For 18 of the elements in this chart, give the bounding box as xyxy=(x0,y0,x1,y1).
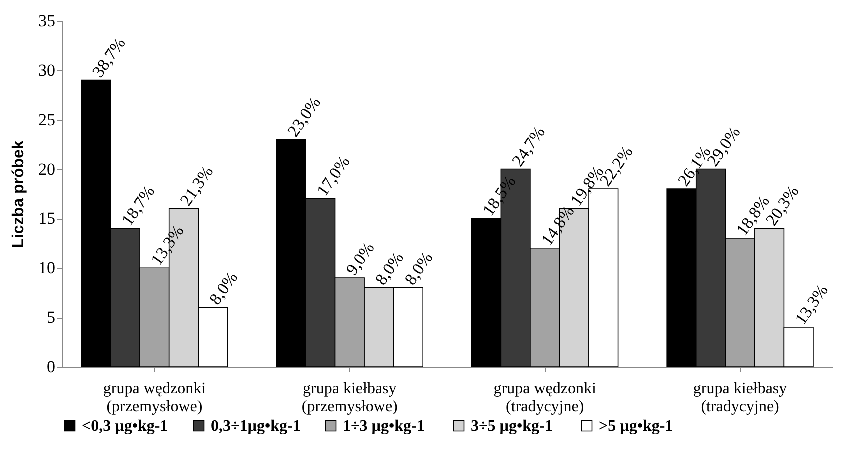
x-tick-label: grupa wędzonki (tradycyjne) xyxy=(494,380,597,416)
y-tick-label: 35 xyxy=(38,12,56,30)
y-axis-title: Liczba próbek xyxy=(10,140,28,248)
x-tick-label: grupa wędzonki (przemysłowe) xyxy=(103,380,207,416)
y-tick-label: 15 xyxy=(38,209,56,228)
legend-label: 1÷3 µg•kg-1 xyxy=(343,418,425,435)
y-tick-label: 20 xyxy=(38,160,56,179)
y-tick-label: 0 xyxy=(47,358,56,376)
y-tick-label: 10 xyxy=(38,258,56,278)
y-tick-label: 30 xyxy=(38,60,56,80)
x-tick-label: grupa kiełbasy (przemysłowe) xyxy=(302,380,398,416)
legend-label: >5 µg•kg-1 xyxy=(599,418,674,435)
y-tick-label: 5 xyxy=(47,308,56,328)
legend-label: 3÷5 µg•kg-1 xyxy=(471,418,553,435)
x-tick-label: grupa kiełbasy (tradycyjne) xyxy=(693,380,788,416)
legend-label: <0,3 µg•kg-1 xyxy=(82,418,168,435)
y-tick-label: 25 xyxy=(38,110,56,130)
legend-label: 0,3÷1µg•kg-1 xyxy=(211,418,301,435)
